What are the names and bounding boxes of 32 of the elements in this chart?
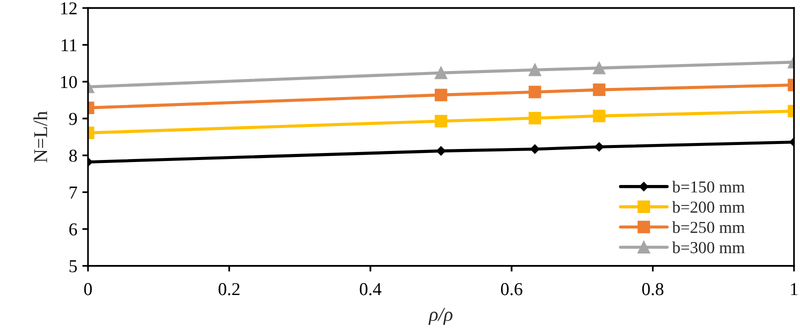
x-tick-label: 1 xyxy=(791,283,798,296)
y-tick-label: 9 xyxy=(69,112,77,125)
y-tick-label: 6 xyxy=(69,223,78,236)
x-tick-label: 0.4 xyxy=(360,283,382,296)
legend-label: b=250 mm xyxy=(672,221,745,234)
y-tick-label: 5 xyxy=(70,260,77,272)
point xyxy=(434,114,448,128)
point xyxy=(528,112,542,124)
legend-label: b=200 mm xyxy=(672,201,745,213)
y-axis-title: N=L/h xyxy=(34,111,48,162)
x-tick-label: 0 xyxy=(84,283,92,296)
legend-label: b=300 mm xyxy=(672,242,745,254)
point xyxy=(594,142,604,152)
point xyxy=(434,88,448,102)
point xyxy=(592,62,606,74)
point xyxy=(436,146,446,156)
point xyxy=(528,64,542,76)
point xyxy=(528,86,542,98)
y-tick-label: 10 xyxy=(61,76,77,88)
point xyxy=(530,144,540,154)
x-tick-label: 0.2 xyxy=(218,283,240,296)
y-tick-label: 7 xyxy=(70,186,78,198)
point xyxy=(592,110,606,122)
x-tick-label: 0.6 xyxy=(501,283,522,296)
point xyxy=(592,84,606,96)
y-tick-label: 11 xyxy=(62,39,76,52)
y-tick-label: 8 xyxy=(69,150,77,162)
point xyxy=(434,66,448,80)
x-axis-title: ρ/ρ xyxy=(428,308,452,325)
y-tick-label: 12 xyxy=(61,2,77,14)
x-tick-label: 0.8 xyxy=(642,283,664,296)
legend-label: b=150 mm xyxy=(672,180,745,193)
